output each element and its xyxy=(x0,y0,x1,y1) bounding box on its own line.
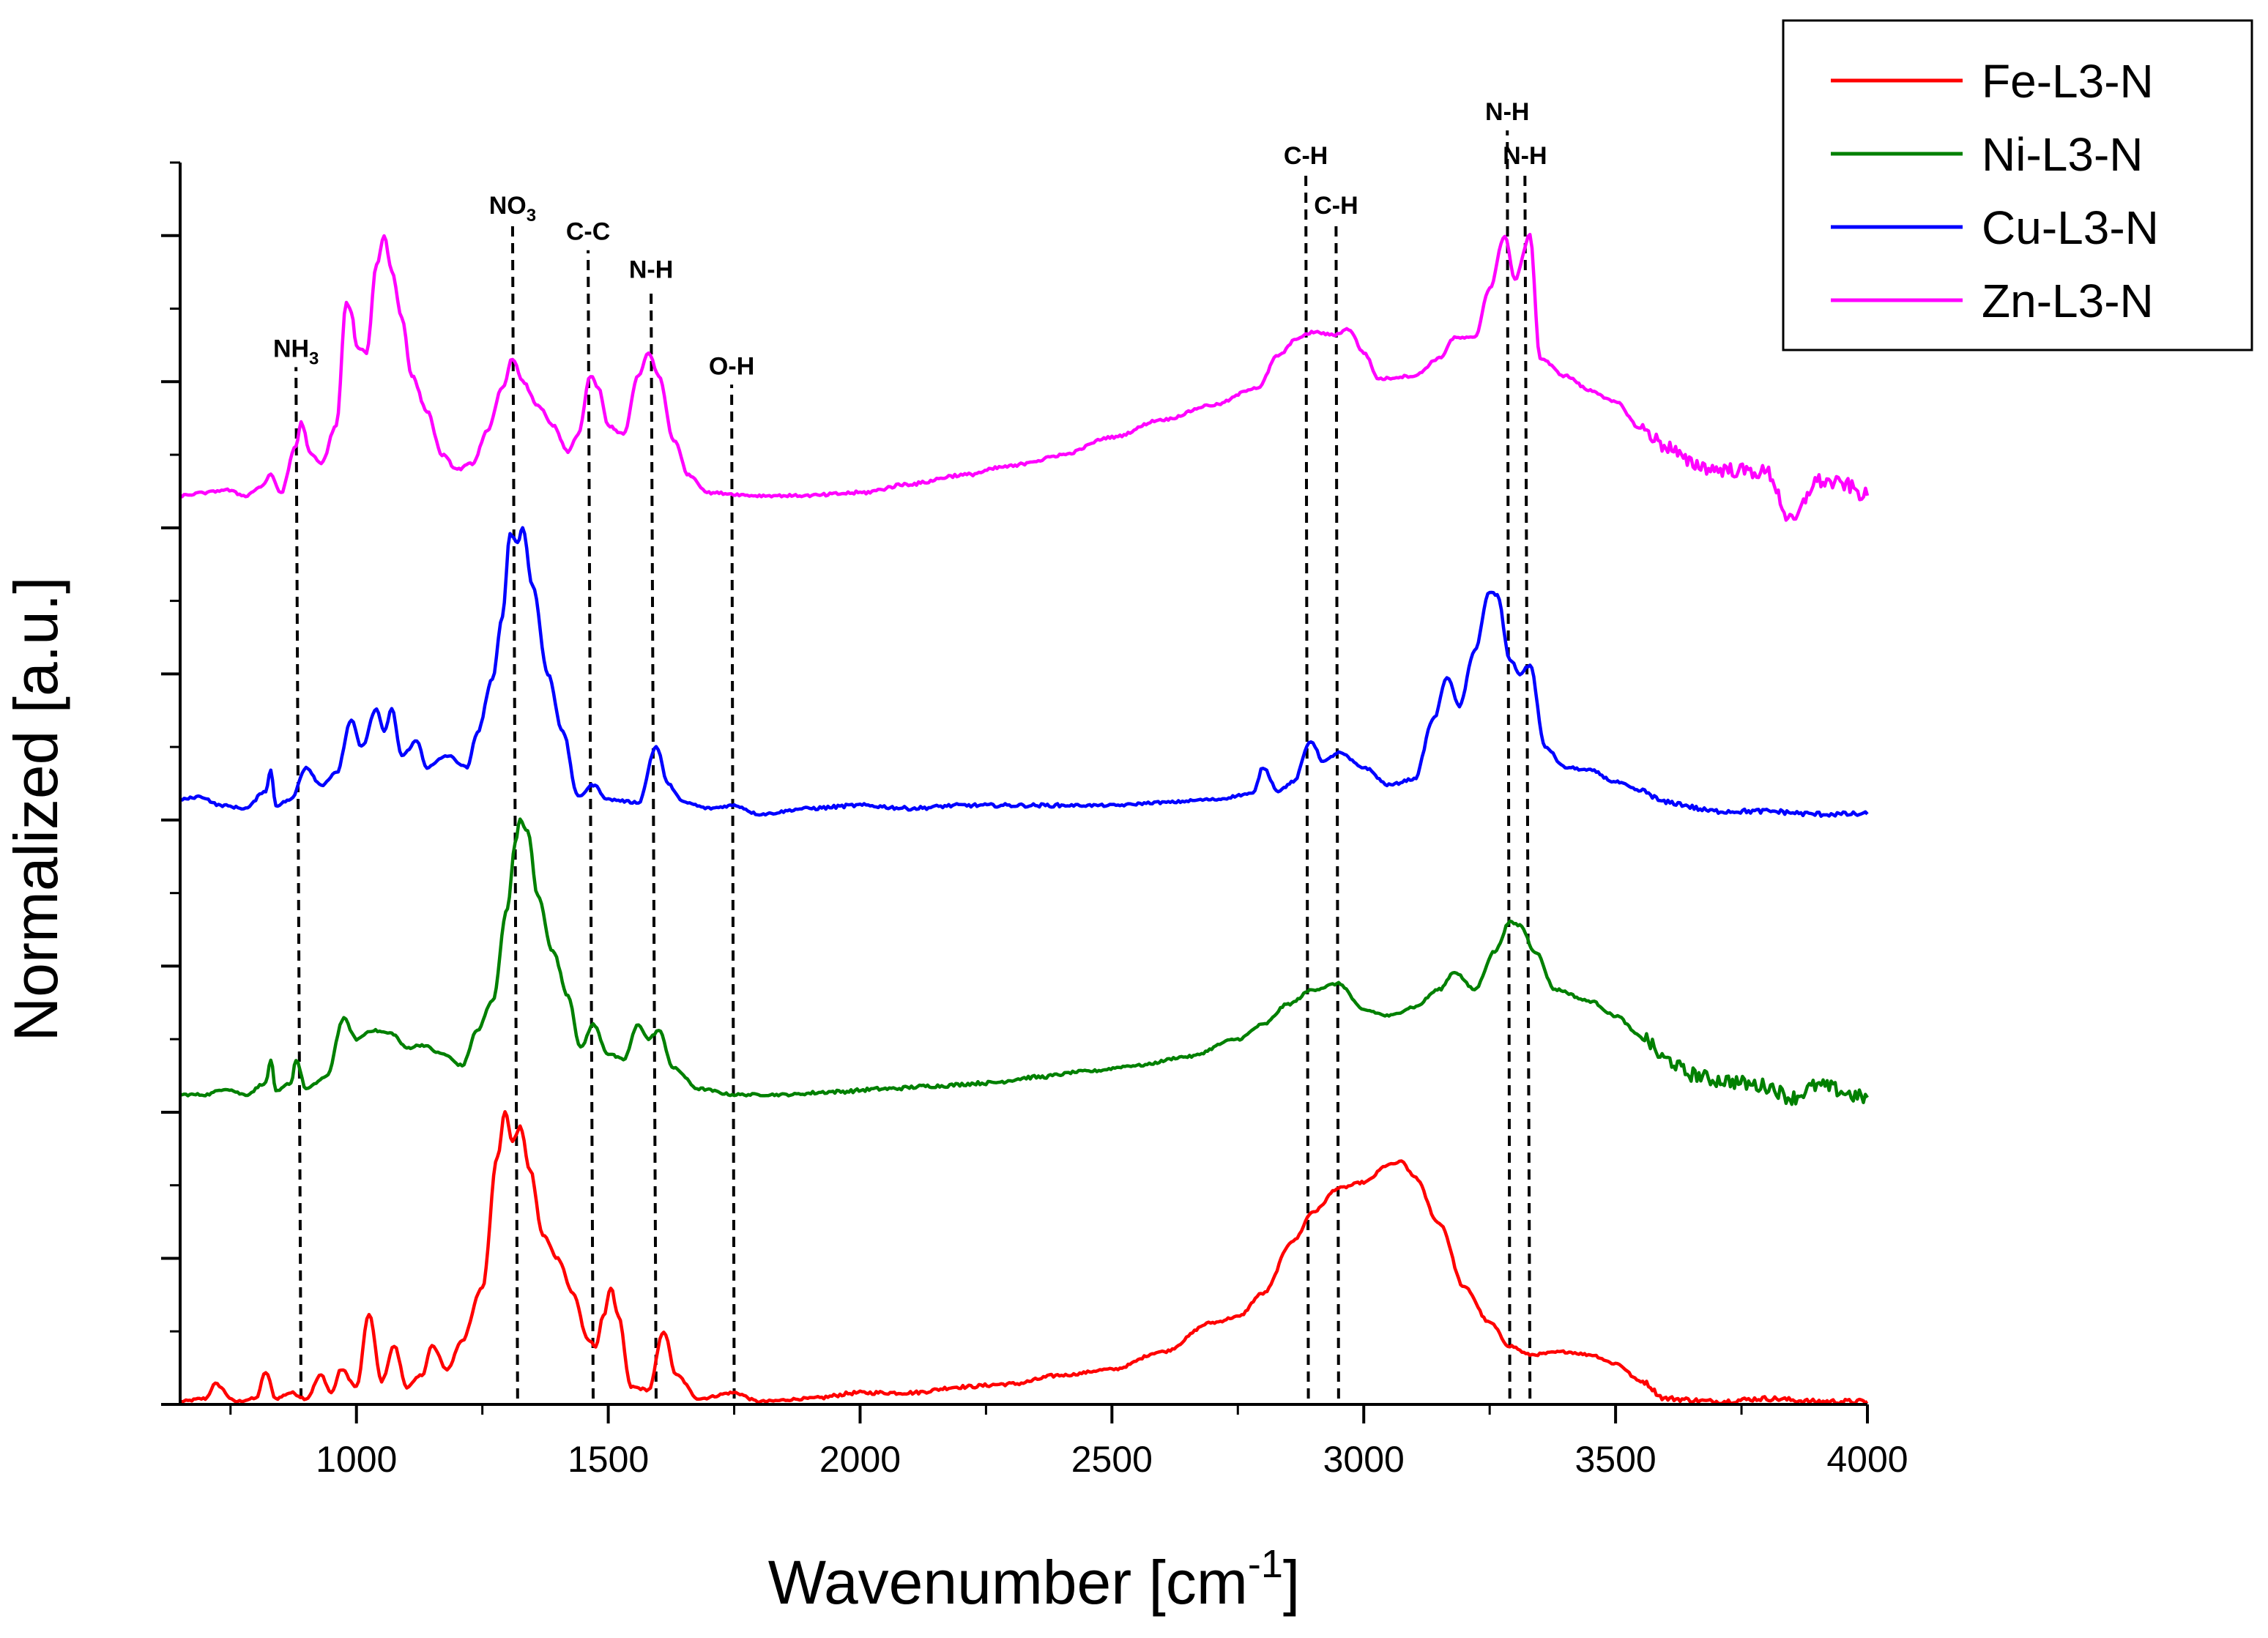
legend-label-fe-l3-n: Fe-L3-N xyxy=(1982,55,2154,108)
annotation-line-1 xyxy=(510,223,519,1399)
x-tick-label-1000: 1000 xyxy=(316,1439,397,1480)
annotation-line-2 xyxy=(587,250,595,1399)
annotation-line-8 xyxy=(1523,174,1532,1399)
annotation-label-5: C-H xyxy=(1284,142,1328,170)
annotation-line-5 xyxy=(1304,174,1310,1399)
x-axis-title-sup: -1 xyxy=(1248,1542,1283,1586)
legend-box xyxy=(1782,19,2253,351)
annotation-label-8: N-H xyxy=(1503,142,1547,170)
annotation-line-6 xyxy=(1334,223,1340,1399)
legend: Fe-L3-N Ni-L3-N Cu-L3-N Zn-L3-N xyxy=(1782,19,2253,351)
annotation-line-0 xyxy=(294,367,303,1399)
series-line-cu-l3-n xyxy=(179,526,1869,818)
legend-label-zn-l3-n: Zn-L3-N xyxy=(1982,275,2154,327)
legend-label-cu-l3-n: Cu-L3-N xyxy=(1982,201,2159,254)
annotation-label-1: NO3 xyxy=(489,192,536,226)
annotation-label-0: NH3 xyxy=(273,335,319,368)
x-axis-title: Wavenumber [cm-1] xyxy=(768,1542,1300,1617)
series-line-ni-l3-n xyxy=(179,817,1869,1106)
annotation-labels: NH3 NO3 C-C N-H O-H C-H C-H N-H N-H xyxy=(273,98,1547,380)
annotation-label-7: N-H xyxy=(1485,98,1529,126)
x-axis-title-main: Wavenumber [cm xyxy=(768,1548,1248,1617)
legend-label-ni-l3-n: Ni-L3-N xyxy=(1982,128,2143,181)
x-tick-label-2500: 2500 xyxy=(1071,1439,1153,1480)
annotation-label-4: O-H xyxy=(709,352,754,380)
y-axis-title: Normalized [a.u.] xyxy=(1,577,70,1042)
x-axis-title-end: ] xyxy=(1283,1548,1300,1617)
axes-layer: 1000 1500 2000 2500 3000 3500 4000 xyxy=(161,161,1908,1480)
x-tick-label-3500: 3500 xyxy=(1575,1439,1657,1480)
annotation-lines xyxy=(294,130,1532,1399)
annotation-line-7 xyxy=(1506,130,1512,1399)
x-tick-label-4000: 4000 xyxy=(1826,1439,1908,1480)
x-tick-label-1500: 1500 xyxy=(568,1439,649,1480)
annotation-label-2: C-C xyxy=(566,218,610,246)
series-line-zn-l3-n xyxy=(179,232,1870,522)
x-tick-label-3000: 3000 xyxy=(1323,1439,1405,1480)
annotation-line-4 xyxy=(730,384,736,1399)
series-layer xyxy=(179,232,1870,1406)
x-tick-label-2000: 2000 xyxy=(819,1439,901,1480)
annotation-label-3: N-H xyxy=(629,256,673,284)
series-line-fe-l3-n xyxy=(179,1110,1869,1406)
annotation-label-6: C-H xyxy=(1314,192,1358,220)
